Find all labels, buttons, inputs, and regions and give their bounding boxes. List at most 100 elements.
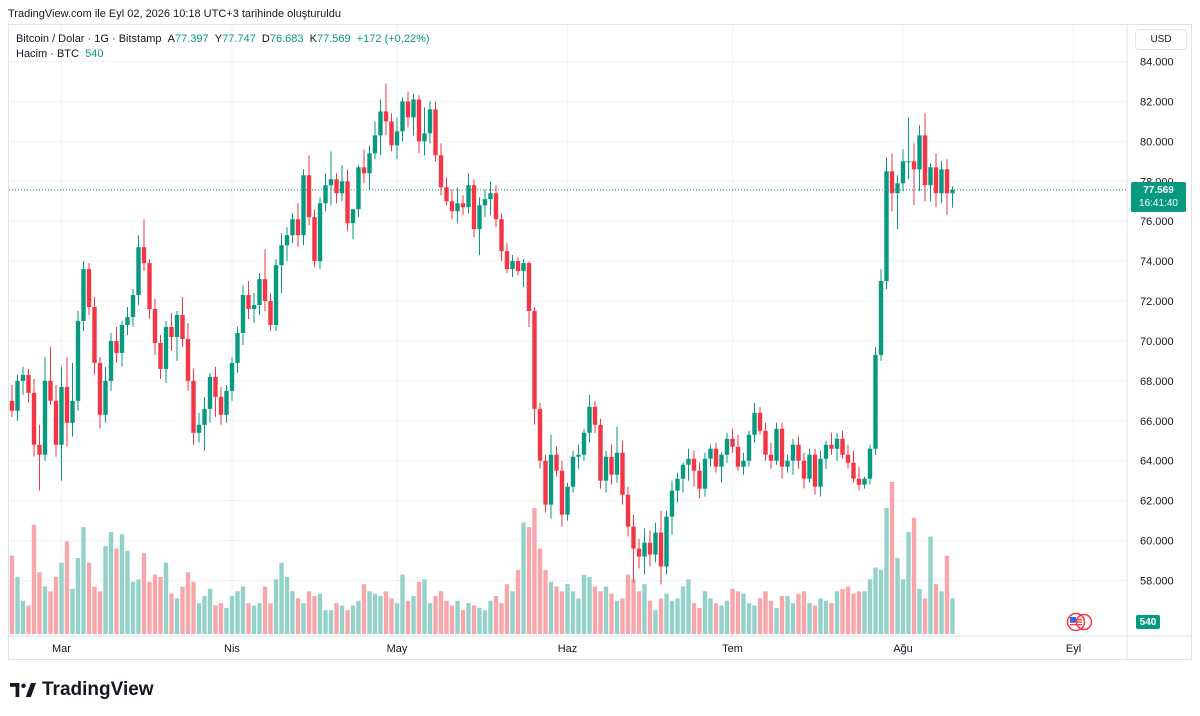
candle-body — [196, 424, 202, 433]
volume-bar — [42, 586, 48, 634]
legend-close-label: K — [309, 33, 317, 45]
candle-body — [158, 342, 163, 369]
candle-body — [691, 458, 697, 471]
volume-bar — [752, 605, 757, 634]
candle-body — [708, 448, 713, 459]
volume-bar — [92, 586, 97, 634]
candle-body — [834, 438, 840, 449]
volume-bar — [81, 527, 86, 634]
volume-bar — [273, 579, 279, 634]
candle-body — [334, 179, 339, 194]
candle-body — [526, 263, 532, 312]
candle-body — [664, 516, 669, 567]
volume-bar — [70, 588, 75, 634]
legend-high-label: Y — [214, 33, 223, 45]
tradingview-logo[interactable]: TradingView — [10, 679, 154, 701]
candle-body — [922, 135, 928, 186]
candle-body — [642, 542, 647, 557]
volume-bar — [405, 600, 411, 634]
volume-bar — [202, 596, 207, 634]
candle-body — [840, 438, 845, 455]
volume-bar — [917, 588, 922, 634]
legend-close-value: 77.569 — [316, 33, 351, 45]
candle-body — [570, 456, 576, 487]
candle-body — [658, 532, 664, 567]
legend-low-value: 76.683 — [269, 33, 304, 45]
candle-body — [240, 295, 246, 333]
candle-body — [796, 444, 801, 461]
candle-body — [290, 219, 295, 236]
legend-volume-label[interactable]: Hacim · BTC — [16, 48, 79, 60]
volume-bar — [191, 581, 196, 634]
candle-body — [620, 452, 625, 495]
candle-body — [147, 263, 152, 310]
volume-bar — [400, 574, 405, 634]
candle-body — [75, 321, 81, 401]
volume-bar — [702, 591, 708, 634]
candle-body — [471, 185, 477, 230]
volume-bar — [680, 586, 686, 634]
candle-body — [669, 490, 675, 517]
candle-body — [455, 203, 460, 212]
volume-bar — [20, 600, 26, 634]
volume-bar — [603, 586, 609, 634]
candle-body — [26, 374, 31, 393]
candle-body — [339, 181, 345, 194]
x-tick-label: Tem — [722, 643, 743, 655]
volume-bar — [620, 598, 625, 634]
candle-body — [532, 311, 537, 409]
candle-body — [785, 460, 790, 467]
candle-body — [394, 131, 400, 146]
us-flag-icon[interactable] — [1066, 612, 1092, 632]
volume-bar — [735, 591, 741, 634]
volume-bar — [262, 586, 268, 634]
candle-body — [125, 317, 130, 325]
volume-bar — [911, 517, 917, 634]
candle-body — [719, 454, 724, 467]
candle-body — [444, 187, 449, 202]
volume-bar — [378, 596, 383, 634]
volume-bar — [444, 600, 449, 634]
volume-bar — [350, 605, 356, 634]
candle-body — [306, 175, 312, 218]
volume-bar — [669, 600, 675, 634]
legend-volume-value: 540 — [85, 48, 104, 60]
volume-bar — [235, 591, 240, 634]
candle-body — [213, 376, 218, 397]
candle-body — [15, 380, 20, 411]
volume-bar — [763, 591, 768, 634]
volume-bar — [75, 558, 81, 634]
legend-symbol[interactable]: Bitcoin / Dolar · 1G · Bitstamp — [16, 33, 162, 45]
volume-bar — [493, 596, 499, 634]
volume-bar — [774, 607, 779, 634]
candle-body — [163, 326, 169, 369]
x-tick-label: Ağu — [893, 643, 913, 655]
candle-body — [449, 201, 455, 212]
candle-body — [312, 217, 317, 262]
legend-low-label: D — [261, 33, 270, 45]
candle-body — [939, 169, 944, 194]
candle-body — [372, 135, 378, 154]
volume-bar — [422, 579, 427, 634]
volume-bar — [301, 603, 306, 634]
volume-bar — [86, 562, 92, 634]
candle-body — [592, 406, 598, 425]
candle-body — [174, 315, 180, 337]
volume-bar — [532, 508, 537, 634]
candle-body — [37, 444, 42, 455]
volume-bar — [719, 605, 724, 634]
candle-body — [801, 460, 807, 479]
volume-bar — [37, 572, 42, 634]
candle-body — [768, 454, 774, 461]
currency-button[interactable]: USD — [1135, 29, 1187, 50]
volume-bar — [383, 591, 389, 634]
candle-body — [411, 99, 416, 118]
y-tick-label: 68.000 — [1140, 376, 1174, 388]
volume-bar — [785, 596, 790, 634]
candle-body — [317, 203, 323, 262]
candle-body — [136, 247, 141, 296]
tradingview-logo-text: TradingView — [42, 679, 154, 700]
volume-bar — [290, 591, 295, 634]
candle-body — [114, 340, 119, 353]
